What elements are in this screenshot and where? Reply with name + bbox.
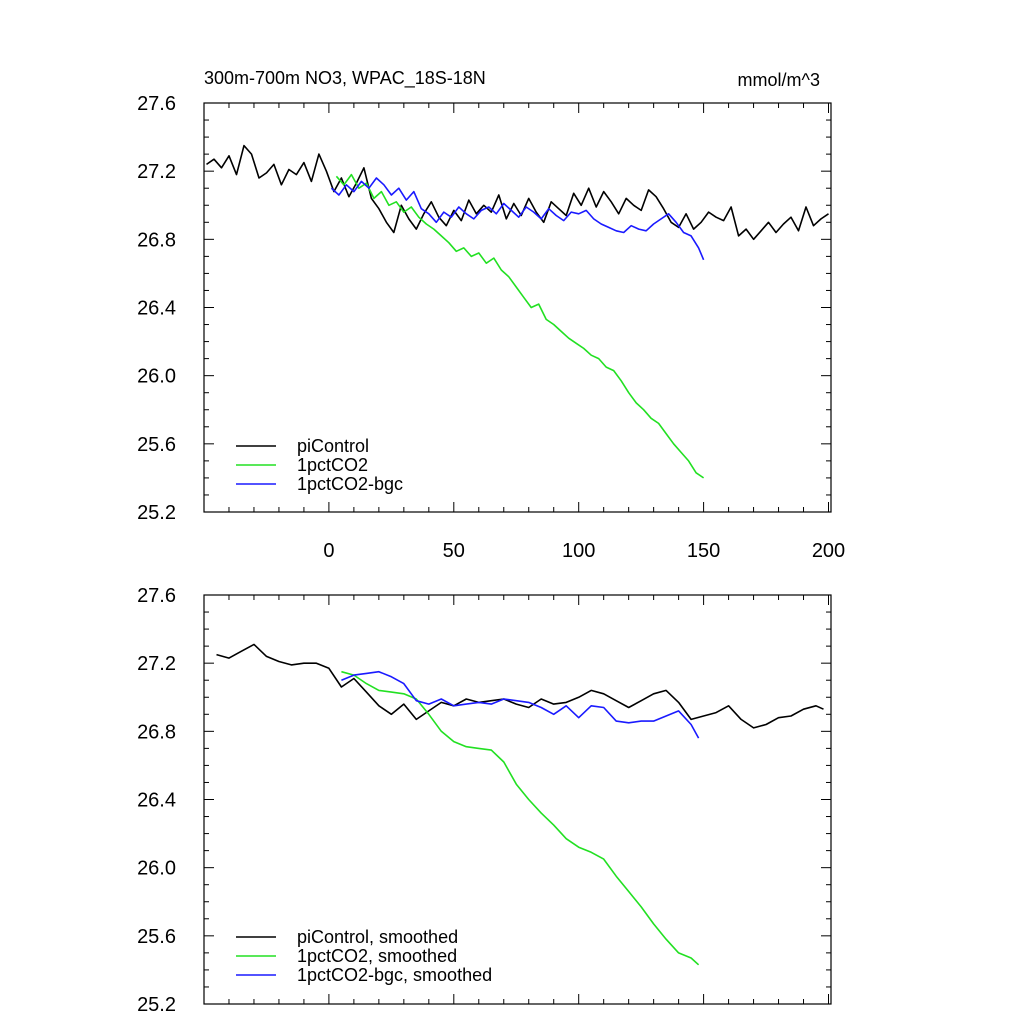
y-tick-label: 25.2 [137,502,176,524]
x-tick-label: 50 [443,540,465,562]
legend-entry: piControl, smoothed [297,927,458,947]
y-tick-label: 27.2 [137,653,176,675]
y-tick-label: 26.8 [137,229,176,251]
bottom-panel: 25.2 25.6 26.0 26.4 26.8 27.2 27.6 piControl, s… [137,585,832,1016]
y-tick-label: 25.2 [137,994,176,1016]
units-label: mmol/m^3 [738,70,820,90]
series-line-1pctco2-bgc-smoothed [341,670,700,739]
y-tick-label: 26.4 [137,298,176,320]
y-tick-label: 26.0 [137,858,176,880]
y-tick-label: 25.6 [137,434,176,456]
legend-entry: 1pctCO2, smoothed [297,946,457,966]
y-tick-label: 27.6 [137,585,176,607]
top-panel-title: 300m-700m NO3, WPAC_18S-18N [204,68,486,89]
x-tick-label: 150 [687,540,720,562]
x-tick-label: 0 [323,540,334,562]
legend-entry: piControl [297,436,369,456]
y-tick-label: 26.0 [137,366,176,388]
y-tick-label: 26.8 [137,721,176,743]
y-tick-label: 25.6 [137,926,176,948]
series-line-1pctco2-smoothed [341,670,700,966]
series-line-1pctco2 [335,173,705,479]
y-tick-label: 26.4 [137,790,176,812]
legend-entry: 1pctCO2 [297,455,368,475]
legend-entry: 1pctCO2-bgc [297,474,403,494]
y-tick-label: 27.6 [137,93,176,115]
series-line-1pctco2-bgc [330,177,705,261]
x-tick-label: 200 [812,540,845,562]
legend-entry: 1pctCO2-bgc, smoothed [297,965,492,985]
x-tick-label: 100 [562,540,595,562]
series-line-picontrol [206,144,829,241]
series-line-picontrol-smoothed [216,643,824,729]
top-panel: 25.2 25.6 26.0 26.4 26.8 27.2 27.6 0 50 100 150 200… [137,93,845,562]
y-tick-label: 27.2 [137,161,176,183]
